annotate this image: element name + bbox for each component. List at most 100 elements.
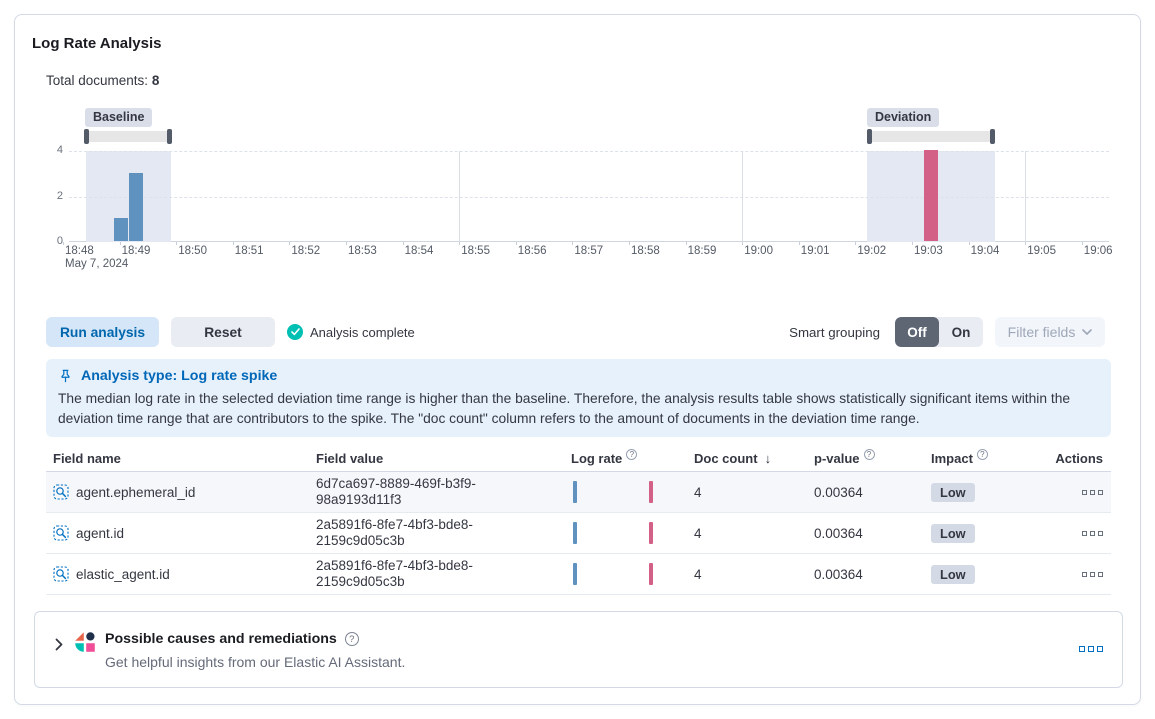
table-row: elastic_agent.id 2a5891f6-8fe7-4bf3-bde8… [46, 554, 1111, 595]
question-in-circle-icon: ? [976, 449, 988, 460]
chevron-right-icon[interactable] [55, 638, 63, 651]
baseline-brush[interactable] [89, 131, 167, 142]
y-tick-label: 4 [56, 144, 63, 156]
field-name: agent.ephemeral_id [76, 484, 196, 500]
header-impact[interactable]: Impact? [931, 449, 1041, 466]
field-value: 6d7ca697-8889-469f-b3f9-98a9193d11f3 [316, 475, 476, 508]
baseline-mini-bar [573, 522, 577, 544]
smart-grouping-label: Smart grouping [789, 325, 880, 340]
log-rate-analysis-panel: Log Rate Analysis Total documents: 8 Bas… [14, 14, 1141, 705]
x-tick-label: 18:58 [631, 245, 660, 257]
total-documents-value: 8 [151, 73, 160, 88]
baseline-brush-right-handle[interactable] [167, 129, 172, 144]
deviation-brush-right-handle[interactable] [990, 129, 995, 144]
chevron-down-icon [1082, 329, 1093, 335]
gridline-x [742, 151, 744, 242]
axis-tick [968, 242, 970, 245]
p-value: 0.00364 [814, 484, 863, 500]
axis-tick [459, 242, 461, 245]
header-actions: Actions [1055, 451, 1103, 466]
page-title: Log Rate Analysis [32, 35, 162, 52]
field-name: elastic_agent.id [76, 566, 170, 582]
axis-tick [232, 242, 234, 245]
field-value: 2a5891f6-8fe7-4bf3-bde8-2159c9d05c3b [316, 516, 473, 549]
header-field-name[interactable]: Field name [53, 451, 121, 466]
header-field-value[interactable]: Field value [316, 451, 384, 466]
axis-tick [1081, 242, 1083, 245]
results-table: Field name Field value Log rate? Doc cou… [46, 449, 1111, 595]
x-tick-label: 18:48 [65, 245, 94, 257]
search-in-dashed-box-icon[interactable] [53, 566, 69, 582]
run-analysis-button[interactable]: Run analysis [46, 317, 159, 347]
document-count-chart [63, 150, 1109, 245]
impact-badge: Low [931, 523, 975, 543]
axis-tick [63, 242, 64, 245]
x-tick-label: 18:53 [348, 245, 377, 257]
question-in-circle-icon: ? [344, 632, 359, 646]
axis-tick [515, 242, 517, 245]
deviation-mini-bar [649, 563, 653, 585]
log-rate-mini-chart [571, 480, 694, 504]
total-documents: Total documents: 8 [46, 73, 160, 88]
x-tick-label: 18:51 [234, 245, 264, 257]
baseline-bar [114, 218, 128, 241]
row-actions-icon[interactable] [1082, 489, 1103, 495]
log-rate-mini-chart [571, 562, 694, 586]
x-tick-label: 18:52 [291, 245, 321, 257]
axis-tick [289, 242, 291, 245]
axis-tick [1025, 242, 1027, 245]
header-log-rate[interactable]: Log rate? [571, 449, 694, 466]
axis-tick [629, 242, 630, 245]
axis-tick [572, 242, 574, 245]
axis-tick [912, 242, 913, 245]
field-name: agent.id [76, 525, 125, 541]
search-in-dashed-box-icon[interactable] [53, 525, 69, 541]
gridline-x [1025, 151, 1027, 242]
gridline-x [459, 151, 461, 242]
x-tick-label: 18:55 [461, 245, 490, 257]
x-tick-label: 19:03 [914, 245, 943, 257]
table-row: agent.ephemeral_id 6d7ca697-8889-469f-b3… [46, 472, 1111, 513]
smart-grouping-off-button[interactable]: Off [895, 317, 939, 347]
deviation-badge: Deviation [867, 108, 940, 127]
impact-badge: Low [931, 482, 975, 502]
x-tick-label: 19:00 [744, 245, 773, 257]
elastic-ai-assistant-icon [75, 632, 95, 652]
panel-actions-icon[interactable] [1079, 646, 1103, 652]
x-tick-label: 19:02 [857, 245, 887, 257]
x-tick-label: 19:01 [800, 245, 830, 257]
possible-causes-subtitle: Get helpful insights from our Elastic AI… [105, 654, 406, 670]
smart-grouping-on-button[interactable]: On [951, 324, 971, 340]
baseline-brush-left-handle[interactable] [84, 129, 89, 144]
x-tick-label: 18:56 [517, 245, 547, 257]
search-in-dashed-box-icon[interactable] [53, 484, 69, 500]
axis-tick [742, 242, 744, 245]
doc-count-value: 4 [694, 484, 702, 500]
x-tick-label: 18:57 [574, 245, 604, 257]
callout-title: Analysis type: Log rate spike [81, 368, 278, 384]
p-value: 0.00364 [814, 525, 863, 541]
deviation-brush-left-handle[interactable] [867, 129, 872, 144]
axis-tick [685, 242, 687, 245]
question-in-circle-icon: ? [863, 449, 875, 460]
axis-tick [402, 242, 404, 245]
filter-fields-button[interactable]: Filter fields [995, 317, 1105, 347]
deviation-mini-bar [649, 522, 653, 544]
x-tick-label: 19:04 [970, 245, 1000, 257]
pin-icon [61, 369, 70, 382]
y-tick-label: 2 [56, 190, 63, 202]
gridline-y2 [69, 196, 1109, 198]
x-tick-label: 18:49 [121, 245, 151, 257]
reset-button[interactable]: Reset [171, 317, 275, 347]
table-header-row: Field name Field value Log rate? Doc cou… [46, 449, 1111, 472]
deviation-brush[interactable] [872, 131, 990, 142]
header-doc-count[interactable]: Doc count ↓ [694, 451, 772, 466]
row-actions-icon[interactable] [1082, 530, 1103, 536]
p-value: 0.00364 [814, 566, 863, 582]
row-actions-icon[interactable] [1082, 571, 1103, 577]
x-tick-label: 18:54 [404, 245, 434, 257]
header-p-value[interactable]: p-value? [814, 449, 931, 466]
field-value: 2a5891f6-8fe7-4bf3-bde8-2159c9d05c3b [316, 557, 473, 590]
analysis-status: Analysis complete [287, 317, 415, 347]
possible-causes-panel[interactable]: Possible causes and remediations ? Get h… [34, 611, 1123, 688]
